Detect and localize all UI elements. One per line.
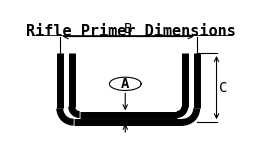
Text: B: B: [124, 22, 132, 36]
Text: Rifle Primer Dimensions: Rifle Primer Dimensions: [26, 24, 236, 39]
Text: C: C: [219, 81, 228, 95]
Text: A: A: [121, 77, 130, 91]
